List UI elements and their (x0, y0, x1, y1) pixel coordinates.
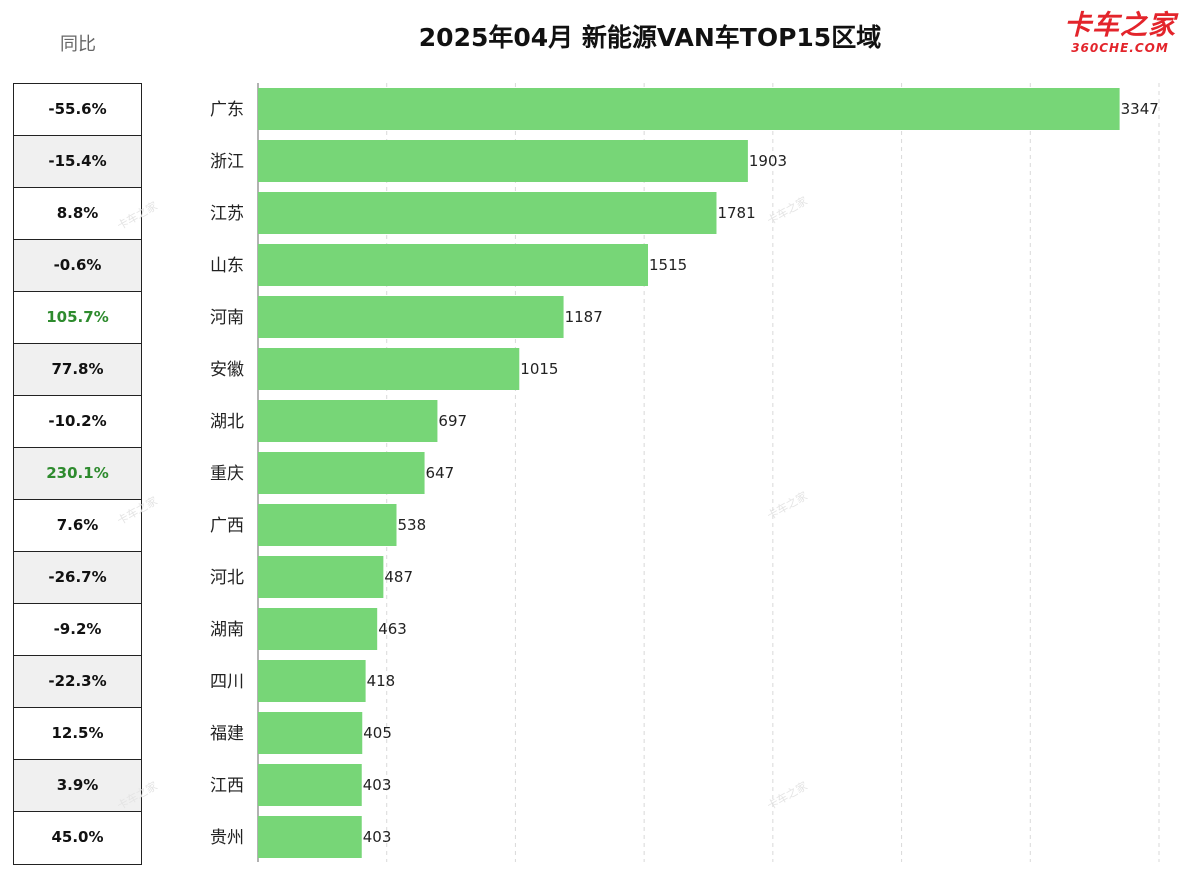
bar (258, 452, 425, 494)
value-label: 1515 (649, 256, 687, 274)
yoy-cell: -15.4% (14, 136, 141, 188)
watermark-text: 卡车之家 (115, 778, 160, 812)
watermark-text: 卡车之家 (115, 493, 160, 527)
chart-title: 2025年04月 新能源VAN车TOP15区域 (418, 23, 882, 52)
category-label: 江西 (210, 776, 244, 796)
value-label: 647 (426, 464, 455, 482)
yoy-cell: -10.2% (14, 396, 141, 448)
category-label: 河南 (210, 308, 244, 328)
yoy-cell: -26.7% (14, 552, 141, 604)
value-label: 1903 (749, 152, 787, 170)
yoy-cell: 8.8% (14, 188, 141, 240)
bar (258, 660, 366, 702)
value-label: 403 (363, 776, 392, 794)
category-label: 广西 (210, 516, 244, 536)
watermark-text: 卡车之家 (765, 193, 810, 227)
bar (258, 400, 438, 442)
bar (258, 764, 362, 806)
value-label: 1187 (565, 308, 603, 326)
yoy-cell: 230.1% (14, 448, 141, 500)
yoy-cell: 3.9% (14, 760, 141, 812)
category-label: 湖北 (210, 412, 244, 432)
bar (258, 816, 362, 858)
yoy-cell: 12.5% (14, 708, 141, 760)
value-label: 463 (378, 620, 407, 638)
bar (258, 504, 397, 546)
bar (258, 348, 520, 390)
bar (258, 556, 384, 598)
watermark-text: 卡车之家 (765, 488, 810, 522)
watermark-text: 卡车之家 (115, 198, 160, 232)
yoy-cell: -0.6% (14, 240, 141, 292)
category-label: 湖南 (210, 620, 244, 640)
value-label: 403 (363, 828, 392, 846)
bar (258, 608, 378, 650)
category-label: 四川 (210, 672, 244, 692)
value-label: 1015 (520, 360, 558, 378)
logo-main-text: 卡车之家 (1064, 10, 1176, 41)
category-label: 广东 (210, 100, 244, 120)
value-label: 697 (438, 412, 467, 430)
category-label: 安徽 (210, 360, 244, 380)
value-label: 405 (363, 724, 392, 742)
yoy-cell: -22.3% (14, 656, 141, 708)
category-label: 江苏 (210, 204, 244, 224)
category-label: 福建 (210, 724, 244, 744)
bar (258, 140, 748, 182)
category-label: 山东 (210, 256, 244, 276)
bar (258, 88, 1120, 130)
bar (258, 192, 717, 234)
yoy-cell: -55.6% (14, 84, 141, 136)
bar (258, 244, 649, 286)
value-label: 538 (397, 516, 426, 534)
yoy-cell: 7.6% (14, 500, 141, 552)
category-label: 河北 (210, 568, 244, 588)
watermark-text: 卡车之家 (765, 778, 810, 812)
category-label: 贵州 (210, 828, 244, 848)
yoy-cell: 105.7% (14, 292, 141, 344)
value-label: 1781 (717, 204, 755, 222)
value-label: 3347 (1121, 100, 1159, 118)
yoy-cell: 45.0% (51, 828, 104, 846)
brand-logo: 卡车之家 360CHE.COM (1060, 10, 1180, 54)
bar (258, 296, 564, 338)
yoy-cell: -9.2% (14, 604, 141, 656)
logo-sub-text: 360CHE.COM (1071, 41, 1169, 55)
value-label: 487 (384, 568, 413, 586)
yoy-table: -55.6% -15.4% 8.8% -0.6% 105.7% 77.8% -10.2% 23… (13, 83, 142, 865)
yoy-header: 同比 (60, 34, 96, 55)
category-label: 浙江 (210, 152, 244, 172)
value-label: 418 (367, 672, 396, 690)
category-label: 重庆 (210, 464, 244, 484)
bar (258, 712, 363, 754)
yoy-cell: 77.8% (14, 344, 141, 396)
